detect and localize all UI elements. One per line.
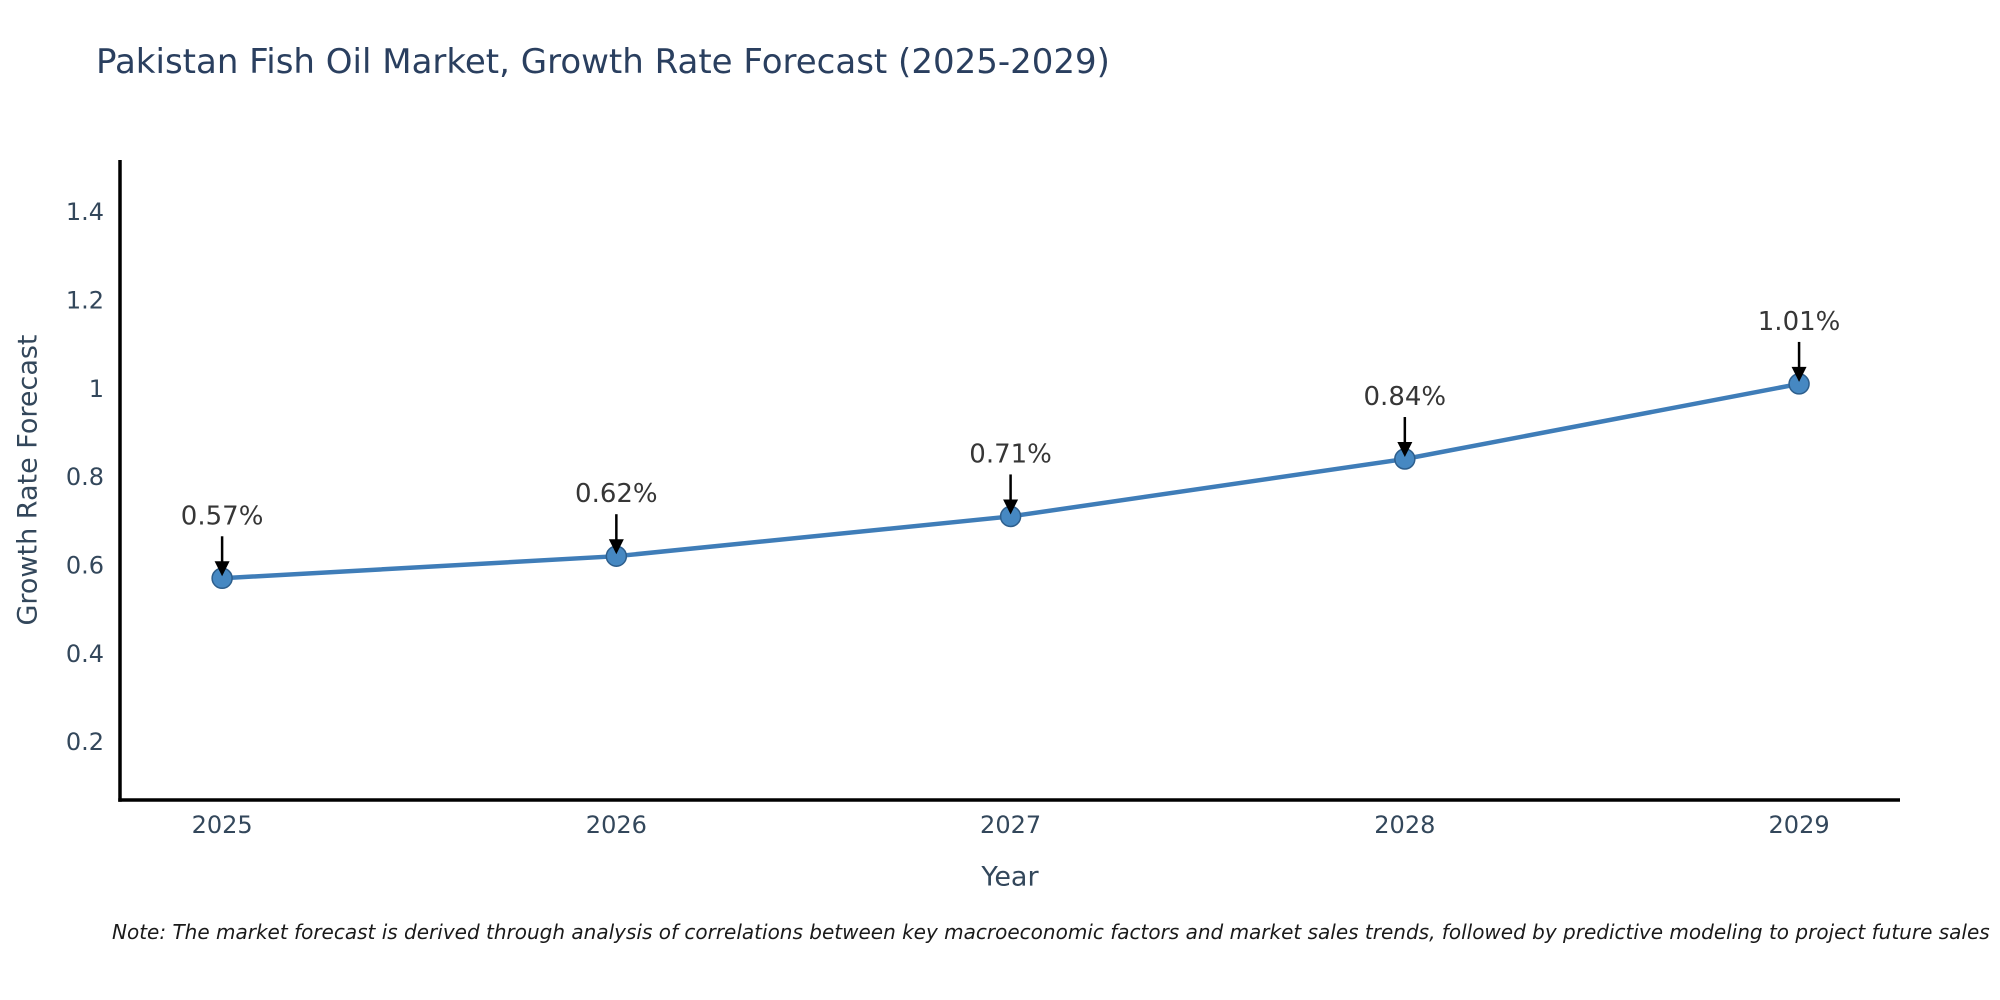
y-tick-label: 0.8 [66,463,104,491]
annotation-label: 0.84% [1364,382,1447,412]
x-tick-label: 2026 [586,811,647,839]
x-tick-label: 2025 [192,811,253,839]
x-axis-title: Year [981,861,1039,893]
annotation-arrowhead-icon [1397,442,1413,458]
annotation-arrowhead-icon [1003,499,1019,515]
annotation-arrowhead-icon [1791,366,1807,382]
annotation-arrowhead-icon [608,539,624,555]
chart-title: Pakistan Fish Oil Market, Growth Rate Fo… [96,42,1110,82]
x-tick-label: 2027 [980,811,1041,839]
x-tick-label: 2028 [1374,811,1435,839]
y-tick-label: 1.4 [66,198,104,226]
y-tick-label: 0.6 [66,551,104,579]
x-tick-label: 2029 [1769,811,1830,839]
y-tick-label: 0.2 [66,728,104,756]
annotation-arrowhead-icon [214,561,230,577]
annotation-label: 0.71% [969,439,1052,469]
footnote: Note: The market forecast is derived thr… [112,920,1990,944]
y-tick-label: 1 [89,375,104,403]
annotation-label: 0.57% [181,501,264,531]
annotation-label: 0.62% [575,479,658,509]
y-axis-title: Growth Rate Forecast [12,334,44,626]
y-tick-label: 0.4 [66,640,104,668]
y-tick-label: 1.2 [66,286,104,314]
annotation-label: 1.01% [1758,307,1841,337]
